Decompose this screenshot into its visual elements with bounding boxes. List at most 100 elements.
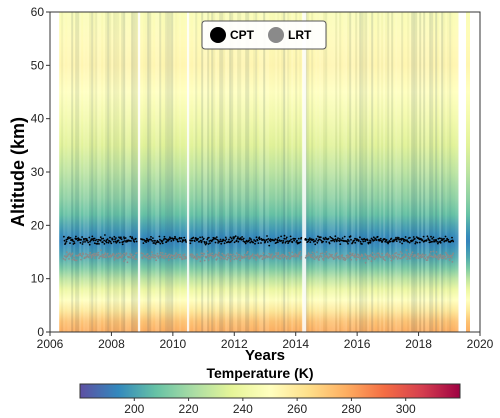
cpt-point <box>111 238 114 241</box>
lrt-point <box>426 259 429 261</box>
cpt-point <box>309 241 312 244</box>
lrt-points <box>62 249 455 264</box>
lrt-point <box>180 256 183 259</box>
cpt-point <box>280 239 283 242</box>
cpt-point <box>81 243 84 245</box>
data-gaps <box>137 12 307 332</box>
lrt-point <box>277 251 280 254</box>
lrt-point <box>397 253 399 256</box>
cpt-point <box>147 240 150 243</box>
lrt-point <box>124 258 127 261</box>
cpt-points <box>63 234 455 247</box>
y-axis-title: Altitude (km) <box>8 117 28 227</box>
lrt-point <box>428 253 431 256</box>
lrt-point <box>338 255 340 258</box>
cpt-point <box>447 238 450 241</box>
cpt-point <box>343 235 346 238</box>
cpt-point <box>222 239 225 242</box>
y-tick-label: 0 <box>37 325 44 339</box>
lrt-point <box>399 251 402 253</box>
legend-box <box>201 20 327 50</box>
lrt-point <box>392 255 395 257</box>
cpt-point <box>117 239 120 242</box>
lrt-point <box>403 255 406 258</box>
lrt-point <box>452 252 455 255</box>
lrt-point <box>129 256 132 259</box>
cpt-point <box>69 237 72 239</box>
lrt-point <box>447 254 450 257</box>
cpt-point <box>224 236 227 239</box>
cpt-point <box>69 242 71 245</box>
cpt-point <box>398 238 400 241</box>
lrt-point <box>122 255 124 257</box>
lrt-point <box>407 252 410 255</box>
cpt-point <box>436 241 439 243</box>
cpt-point <box>214 241 217 244</box>
cpt-point <box>113 235 116 238</box>
lrt-point <box>190 255 193 258</box>
lrt-point <box>171 254 173 257</box>
cpt-point <box>328 242 331 245</box>
lrt-point <box>442 254 445 257</box>
cpt-point <box>325 241 328 243</box>
cpt-point <box>234 235 237 238</box>
lrt-point <box>178 256 181 259</box>
cpt-point <box>206 238 209 241</box>
lrt-point <box>275 254 277 257</box>
cpt-point <box>416 241 419 244</box>
lrt-point <box>313 258 316 260</box>
lrt-point <box>65 256 68 259</box>
cpt-point <box>432 240 434 243</box>
lrt-point <box>113 258 116 261</box>
lrt-point <box>82 253 85 256</box>
cpt-point <box>357 239 360 242</box>
lrt-point <box>135 252 138 254</box>
lrt-point <box>207 253 209 256</box>
lrt-point <box>79 252 82 255</box>
lrt-point <box>88 253 91 256</box>
lrt-point <box>405 249 408 252</box>
lrt-point <box>271 257 274 260</box>
cpt-point <box>121 243 124 246</box>
lrt-point <box>67 253 70 256</box>
lrt-point <box>334 253 337 256</box>
lrt-point <box>297 253 300 256</box>
lrt-point <box>351 252 354 255</box>
cpt-point <box>106 238 109 241</box>
cpt-point <box>248 237 251 240</box>
lrt-point <box>140 252 143 255</box>
lrt-point <box>299 258 302 260</box>
cpt-point <box>176 238 179 241</box>
lrt-point <box>119 256 121 259</box>
lrt-point <box>288 251 291 254</box>
lrt-point <box>366 256 369 259</box>
lrt-point <box>401 257 404 260</box>
lrt-point <box>97 253 100 256</box>
lrt-point <box>342 258 345 261</box>
lrt-point <box>287 255 289 258</box>
lrt-point <box>85 253 87 255</box>
cpt-point <box>257 242 260 245</box>
lrt-point <box>66 255 69 258</box>
cpt-point <box>339 243 342 246</box>
cpt-point <box>280 235 282 238</box>
cpt-point <box>191 239 194 242</box>
lrt-point <box>216 258 219 260</box>
lrt-point <box>176 255 179 258</box>
cpt-point <box>248 239 251 242</box>
cpt-point <box>430 240 433 243</box>
lrt-point <box>448 259 451 261</box>
cpt-point <box>161 240 164 243</box>
cpt-point <box>314 243 317 246</box>
lrt-point <box>239 259 242 262</box>
legend: CPT LRT <box>201 20 327 50</box>
lrt-point <box>276 256 278 259</box>
lrt-point <box>224 258 226 260</box>
lrt-point <box>126 261 129 264</box>
lrt-point <box>417 257 420 259</box>
cpt-point <box>392 240 395 243</box>
cpt-point <box>435 239 438 242</box>
lrt-point <box>383 256 385 258</box>
cpt-point <box>289 239 291 242</box>
cpt-point <box>159 238 161 241</box>
